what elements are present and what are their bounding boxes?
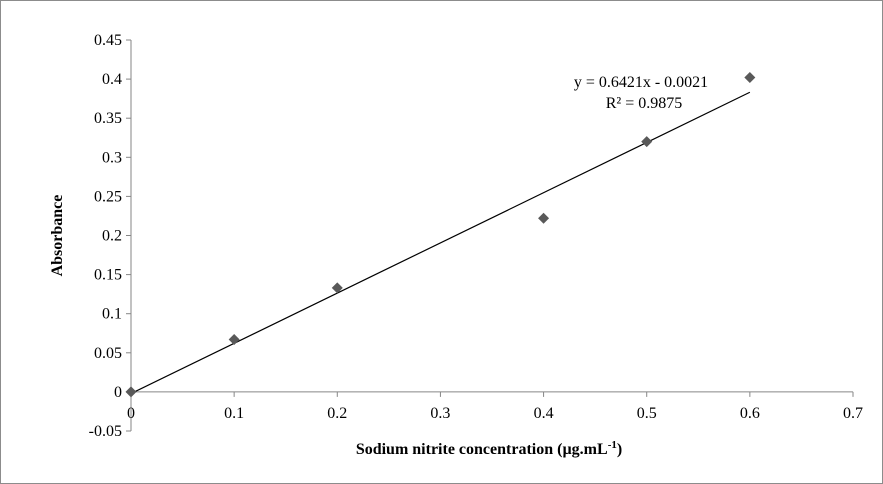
data-point [538,212,550,224]
y-tick-label: -0.05 [89,423,122,440]
x-axis-title-suffix: ) [617,441,622,458]
x-tick-label: 0.1 [224,405,244,422]
x-tick-label: 0.3 [430,405,450,422]
data-point [331,282,343,294]
x-tick-label: 0.2 [327,405,347,422]
y-tick-label: 0.3 [102,149,122,166]
x-axis-title-superscript: -1 [608,439,617,451]
y-tick-label: 0.1 [102,306,122,323]
y-tick-label: 0.25 [94,188,122,205]
y-tick-label: 0.4 [102,71,122,88]
trendline-r-squared: R² = 0.9875 [606,95,683,112]
y-tick-label: 0.45 [94,32,122,49]
x-tick-label: 0 [127,405,135,422]
y-tick-label: 0.15 [94,267,122,284]
x-axis-title-main: Sodium nitrite concentration (µg.mL [356,441,608,458]
trendline [130,91,751,395]
y-tick-label: 0.2 [102,228,122,245]
data-point [228,334,240,346]
trendline-group [130,91,751,395]
x-tick-label: 0.4 [534,405,554,422]
data-point [125,386,137,398]
y-tick-label: 0 [114,384,122,401]
x-tick-label: 0.7 [843,405,863,422]
tick-labels: -0.05 0 0.05 0.1 0.15 0.2 0.25 0.3 0.35 0.4 0.45 0 0… [89,32,863,440]
data-point [641,136,653,148]
y-axis-title: Absorbance [49,195,66,277]
x-tick-label: 0.6 [740,405,760,422]
y-tick-label: 0.35 [94,110,122,127]
y-tick-label: 0.05 [94,345,122,362]
data-point [744,72,756,84]
axes [126,39,854,432]
trendline-equation: y = 0.6421x - 0.0021 [574,74,708,91]
x-tick-label: 0.5 [637,405,657,422]
data-points [125,72,756,398]
x-axis-title: Sodium nitrite concentration (µg.mL-1) [356,439,622,458]
